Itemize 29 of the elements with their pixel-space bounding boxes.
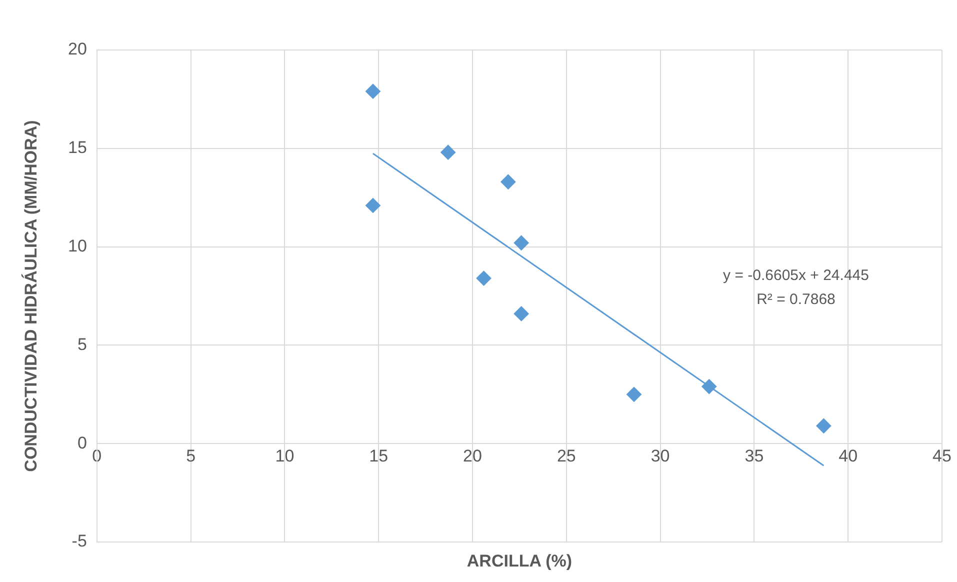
point — [365, 84, 380, 99]
x-tick-label: 5 — [186, 446, 196, 466]
point — [514, 235, 529, 250]
y-tick-label: 20 — [68, 40, 87, 59]
point — [702, 379, 717, 394]
point — [626, 386, 642, 402]
point — [514, 306, 529, 322]
x-tick-label: 20 — [463, 446, 482, 466]
y-tick-label: 10 — [68, 236, 87, 256]
x-tick-label: 25 — [556, 446, 576, 466]
y-tick-label: 0 — [77, 433, 87, 452]
y-tick-label: 15 — [68, 138, 87, 158]
x-tick-label: 15 — [369, 446, 388, 466]
y-axis-title: CONDUCTIVIDAD HIDRÁULICA (MM/HORA) — [20, 120, 41, 472]
point — [365, 198, 380, 213]
x-tick-label: 10 — [275, 446, 294, 466]
point — [476, 270, 492, 286]
x-tick-label: 30 — [650, 446, 670, 466]
x-tick-label: 35 — [744, 446, 764, 466]
y-tick-label: 5 — [77, 334, 87, 354]
annotation: R² = 0.7868 — [756, 291, 836, 308]
x-tick-label: 40 — [838, 446, 858, 466]
annotation: y = -0.6605x + 24.445 — [723, 267, 869, 284]
point — [816, 418, 832, 434]
point — [440, 144, 456, 160]
y-tick-label: -5 — [72, 532, 87, 551]
x-tick-label: 45 — [932, 446, 952, 466]
point — [500, 174, 516, 190]
x-axis-title: ARCILLA (%) — [466, 552, 572, 571]
